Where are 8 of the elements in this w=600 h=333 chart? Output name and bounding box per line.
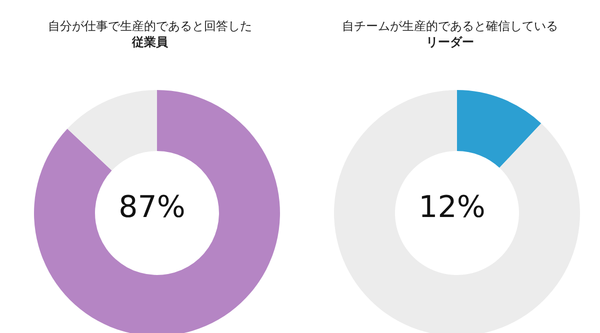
text: 87% bbox=[118, 190, 186, 225]
chart-subtitle: 従業員 bbox=[130, 34, 169, 50]
donut-slice bbox=[457, 90, 542, 168]
text: 12% bbox=[418, 190, 486, 225]
chart-subtitle: リーダー bbox=[425, 34, 475, 50]
chart-title: 自分が仕事で生産的であると回答した bbox=[47, 18, 253, 34]
chart-title: 自チームが生産的であると確信している bbox=[341, 18, 559, 34]
donut-slice bbox=[67, 90, 157, 171]
